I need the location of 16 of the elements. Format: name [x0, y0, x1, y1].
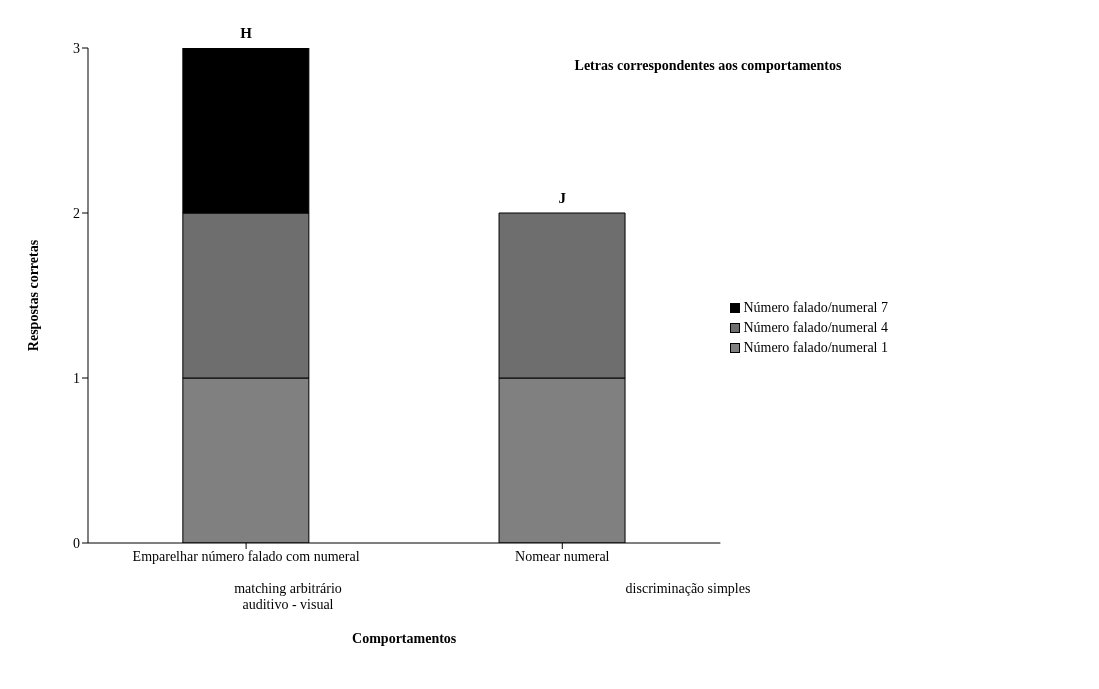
text: matching arbitrário auditivo - visual	[233, 581, 343, 613]
x-tick-label: Emparelhar número falado com numeral	[132, 548, 360, 564]
annotation: Letras correspondentes aos comportamentos	[573, 58, 843, 74]
y-tick-label: 1	[73, 370, 80, 386]
text: discriminação simples	[624, 581, 752, 597]
annotation: J	[558, 190, 567, 206]
annotation: H	[240, 25, 253, 41]
x-axis-title: Comportamentos	[352, 631, 457, 646]
y-tick-label: 0	[73, 535, 80, 551]
y-tick-label: 3	[73, 40, 80, 56]
x-tick-label: Nomear numeral	[515, 548, 610, 564]
legend-label: Número falado/numeral 4	[743, 320, 888, 336]
y-axis-title: Respostas corretas	[25, 239, 41, 352]
legend-label: Número falado/numeral 1	[743, 340, 888, 356]
legend-label: Número falado/numeral 7	[743, 300, 888, 316]
y-tick-label: 2	[73, 205, 80, 221]
